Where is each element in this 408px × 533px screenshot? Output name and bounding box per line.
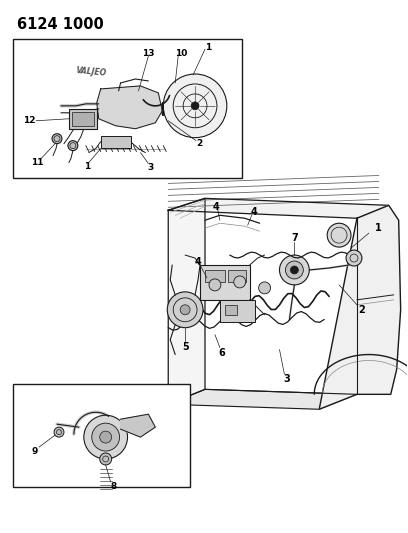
Polygon shape (319, 205, 401, 409)
Bar (200, 265, 250, 300)
Circle shape (279, 255, 309, 285)
Circle shape (191, 102, 199, 110)
Bar (13, 39, 242, 179)
Bar (228, 270, 246, 282)
Polygon shape (121, 414, 155, 437)
Circle shape (234, 276, 246, 288)
Circle shape (346, 250, 362, 266)
Text: 2: 2 (196, 139, 202, 148)
Circle shape (92, 423, 120, 451)
Bar (101, 136, 131, 148)
Circle shape (54, 427, 64, 437)
Circle shape (167, 292, 203, 328)
Text: VALJEO: VALJEO (76, 66, 107, 78)
Polygon shape (97, 86, 162, 129)
Circle shape (100, 431, 112, 443)
Circle shape (327, 223, 351, 247)
Circle shape (209, 279, 221, 291)
Bar (72, 112, 94, 126)
Bar (69, 109, 97, 129)
Bar (225, 305, 237, 315)
Polygon shape (168, 198, 389, 218)
Bar (220, 300, 255, 322)
Bar (205, 270, 225, 282)
Circle shape (163, 74, 227, 138)
Text: 13: 13 (142, 49, 155, 58)
Text: 10: 10 (175, 49, 187, 58)
Text: 4: 4 (195, 257, 202, 267)
Circle shape (259, 282, 271, 294)
Text: 6: 6 (219, 348, 225, 358)
Bar (13, 384, 190, 487)
Text: 7: 7 (291, 233, 298, 243)
Text: 3: 3 (147, 163, 153, 172)
Polygon shape (168, 198, 205, 404)
Text: 5: 5 (182, 342, 188, 352)
Text: 3: 3 (283, 374, 290, 384)
Text: 9: 9 (32, 447, 38, 456)
Circle shape (100, 453, 112, 465)
Text: 12: 12 (23, 116, 35, 125)
Text: 6124 1000: 6124 1000 (17, 17, 104, 33)
Text: 11: 11 (31, 158, 43, 167)
Text: 4: 4 (250, 207, 257, 217)
Circle shape (52, 134, 62, 144)
Text: 1: 1 (84, 162, 90, 171)
Circle shape (290, 266, 298, 274)
Circle shape (180, 305, 190, 315)
Text: 2: 2 (359, 305, 365, 315)
Circle shape (84, 415, 128, 459)
Text: 1: 1 (375, 223, 382, 233)
Circle shape (68, 141, 78, 151)
Polygon shape (168, 389, 357, 409)
Text: 4: 4 (213, 203, 219, 212)
Circle shape (286, 261, 303, 279)
Text: 8: 8 (111, 482, 117, 491)
Text: 1: 1 (205, 43, 211, 52)
